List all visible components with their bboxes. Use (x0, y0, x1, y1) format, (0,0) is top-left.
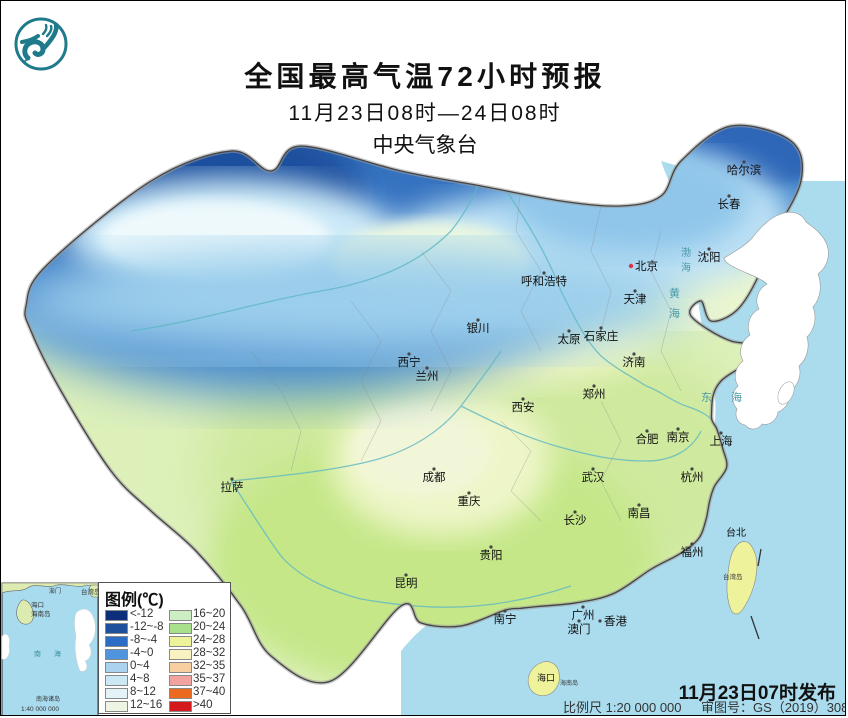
svg-text:南昌: 南昌 (628, 506, 651, 520)
svg-text:澎门: 澎门 (49, 587, 61, 595)
svg-text:南宁: 南宁 (494, 612, 517, 626)
svg-text:海口: 海口 (31, 600, 44, 609)
svg-text:海: 海 (731, 390, 742, 404)
svg-text:海: 海 (669, 306, 680, 320)
svg-text:天津: 天津 (624, 293, 647, 306)
svg-text:审图号：GS（2019）3082号: 审图号：GS（2019）3082号 (701, 700, 846, 715)
svg-text:比例尺 1:20 000 000: 比例尺 1:20 000 000 (563, 700, 682, 715)
svg-text:杭州: 杭州 (681, 470, 704, 484)
svg-text:武汉: 武汉 (582, 471, 605, 484)
svg-text:福州: 福州 (681, 545, 704, 559)
svg-text:台湾岛: 台湾岛 (723, 572, 743, 581)
svg-text:合肥: 合肥 (636, 432, 659, 446)
svg-text:1:40 000 000: 1:40 000 000 (21, 706, 59, 713)
svg-text:重庆: 重庆 (458, 494, 481, 508)
svg-text:长春: 长春 (718, 198, 741, 211)
svg-text:银川: 银川 (467, 321, 490, 335)
svg-text:呼和浩特: 呼和浩特 (521, 274, 567, 288)
svg-text:太原: 太原 (558, 333, 581, 346)
svg-text:长沙: 长沙 (564, 514, 587, 527)
svg-text:广州: 广州 (572, 609, 595, 622)
svg-text:北京: 北京 (635, 259, 658, 273)
svg-text:西安: 西安 (512, 400, 535, 414)
svg-text:海南岛: 海南岛 (31, 609, 51, 618)
svg-text:拉萨: 拉萨 (221, 480, 244, 494)
svg-text:海: 海 (54, 649, 61, 658)
svg-text:台北: 台北 (726, 526, 746, 539)
svg-text:沈阳: 沈阳 (698, 250, 721, 264)
svg-text:昆明: 昆明 (395, 577, 418, 590)
svg-text:澳门: 澳门 (568, 622, 591, 636)
svg-text:东: 东 (701, 391, 712, 404)
svg-text:南京: 南京 (667, 430, 690, 444)
svg-text:郑州: 郑州 (583, 387, 606, 401)
svg-text:黄: 黄 (669, 286, 680, 300)
svg-text:兰州: 兰州 (416, 370, 439, 383)
svg-text:石家庄: 石家庄 (584, 329, 619, 343)
svg-text:济南: 济南 (623, 355, 646, 369)
svg-text:成都: 成都 (423, 471, 446, 484)
svg-text:香港: 香港 (604, 615, 627, 628)
svg-text:哈尔滨: 哈尔滨 (727, 163, 762, 177)
svg-text:海: 海 (681, 261, 691, 274)
svg-text:海南岛: 海南岛 (560, 679, 578, 687)
svg-text:南海诸岛: 南海诸岛 (36, 695, 60, 703)
svg-text:上海: 上海 (710, 434, 733, 448)
svg-text:贵阳: 贵阳 (480, 549, 503, 562)
svg-text:南: 南 (34, 649, 41, 658)
svg-text:海口: 海口 (537, 672, 555, 683)
svg-text:西宁: 西宁 (398, 355, 421, 369)
svg-text:渤: 渤 (681, 246, 691, 259)
